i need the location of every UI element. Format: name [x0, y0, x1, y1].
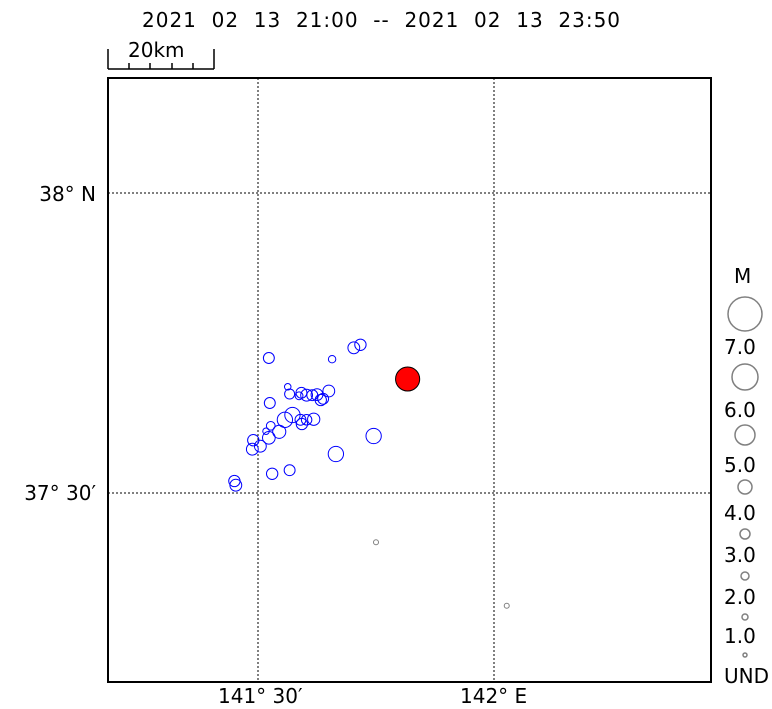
legend-title: M [734, 264, 752, 288]
epicenter-marker [245, 442, 259, 456]
epicenter-marker [265, 420, 276, 431]
graticule [108, 78, 711, 682]
epicenter-marker [300, 414, 313, 426]
epicenter-marker [253, 439, 267, 453]
legend-label-und: UND [724, 664, 769, 688]
epicenter-marker [262, 430, 276, 445]
epicenter-marker [283, 383, 292, 391]
epicenter-marker [354, 338, 367, 351]
epicenter-marker [347, 341, 361, 355]
legend-label-3: 3.0 [724, 543, 756, 567]
legend-label-5: 5.0 [724, 453, 756, 477]
epicenter-layer [228, 338, 510, 609]
legend-circle-und [742, 652, 748, 658]
longitude-label-141-30: 141° 30′ [218, 684, 303, 708]
epicenter-marker [327, 355, 337, 364]
legend-circle-1-0 [741, 613, 749, 621]
legend-circle-4-0 [737, 479, 753, 495]
epicenter-marker [272, 424, 287, 439]
und-epicenter-marker [373, 539, 379, 546]
legend-label-7: 7.0 [724, 335, 756, 359]
legend-label-2: 2.0 [724, 585, 756, 609]
epicenter-marker [294, 391, 304, 401]
legend-circle-3-0 [739, 528, 751, 540]
scale-bar-label: 20km [128, 38, 185, 62]
epicenter-marker [228, 474, 241, 488]
epicenter-marker [276, 411, 294, 428]
epicenter-marker [307, 412, 321, 426]
main-epicenter-marker [395, 366, 421, 392]
legend-label-6: 6.0 [724, 398, 756, 422]
epicenter-marker [365, 427, 382, 445]
legend-circle-5-0 [734, 424, 756, 446]
legend-circle-6-0 [731, 363, 759, 391]
epicenter-marker [283, 464, 296, 477]
epicenter-marker [310, 388, 324, 402]
latitude-label-37-30: 37° 30′ [24, 481, 96, 505]
und-epicenter-marker [503, 602, 510, 609]
epicenter-marker [327, 445, 345, 463]
epicenter-marker [322, 384, 336, 398]
longitude-label-142e: 142° E [460, 684, 528, 708]
legend-circle-2-0 [740, 571, 750, 581]
legend-label-4: 4.0 [724, 501, 756, 525]
legend-circle-7-0 [727, 296, 763, 332]
epicenter-marker [295, 417, 309, 431]
epicenter-marker [263, 397, 276, 409]
scale-bar [107, 49, 215, 70]
epicenter-marker [284, 388, 296, 400]
epicenter-marker [262, 352, 275, 364]
epicenter-marker [300, 388, 314, 402]
epicenter-marker [229, 478, 243, 492]
epicenter-marker [265, 467, 279, 480]
map-frame [107, 77, 712, 683]
legend-label-1: 1.0 [724, 624, 756, 648]
magnitude-legend [727, 296, 763, 658]
latitude-label-38n: 38° N [39, 182, 96, 206]
map-title: 2021 02 13 21:00 -- 2021 02 13 23:50 [142, 8, 622, 32]
